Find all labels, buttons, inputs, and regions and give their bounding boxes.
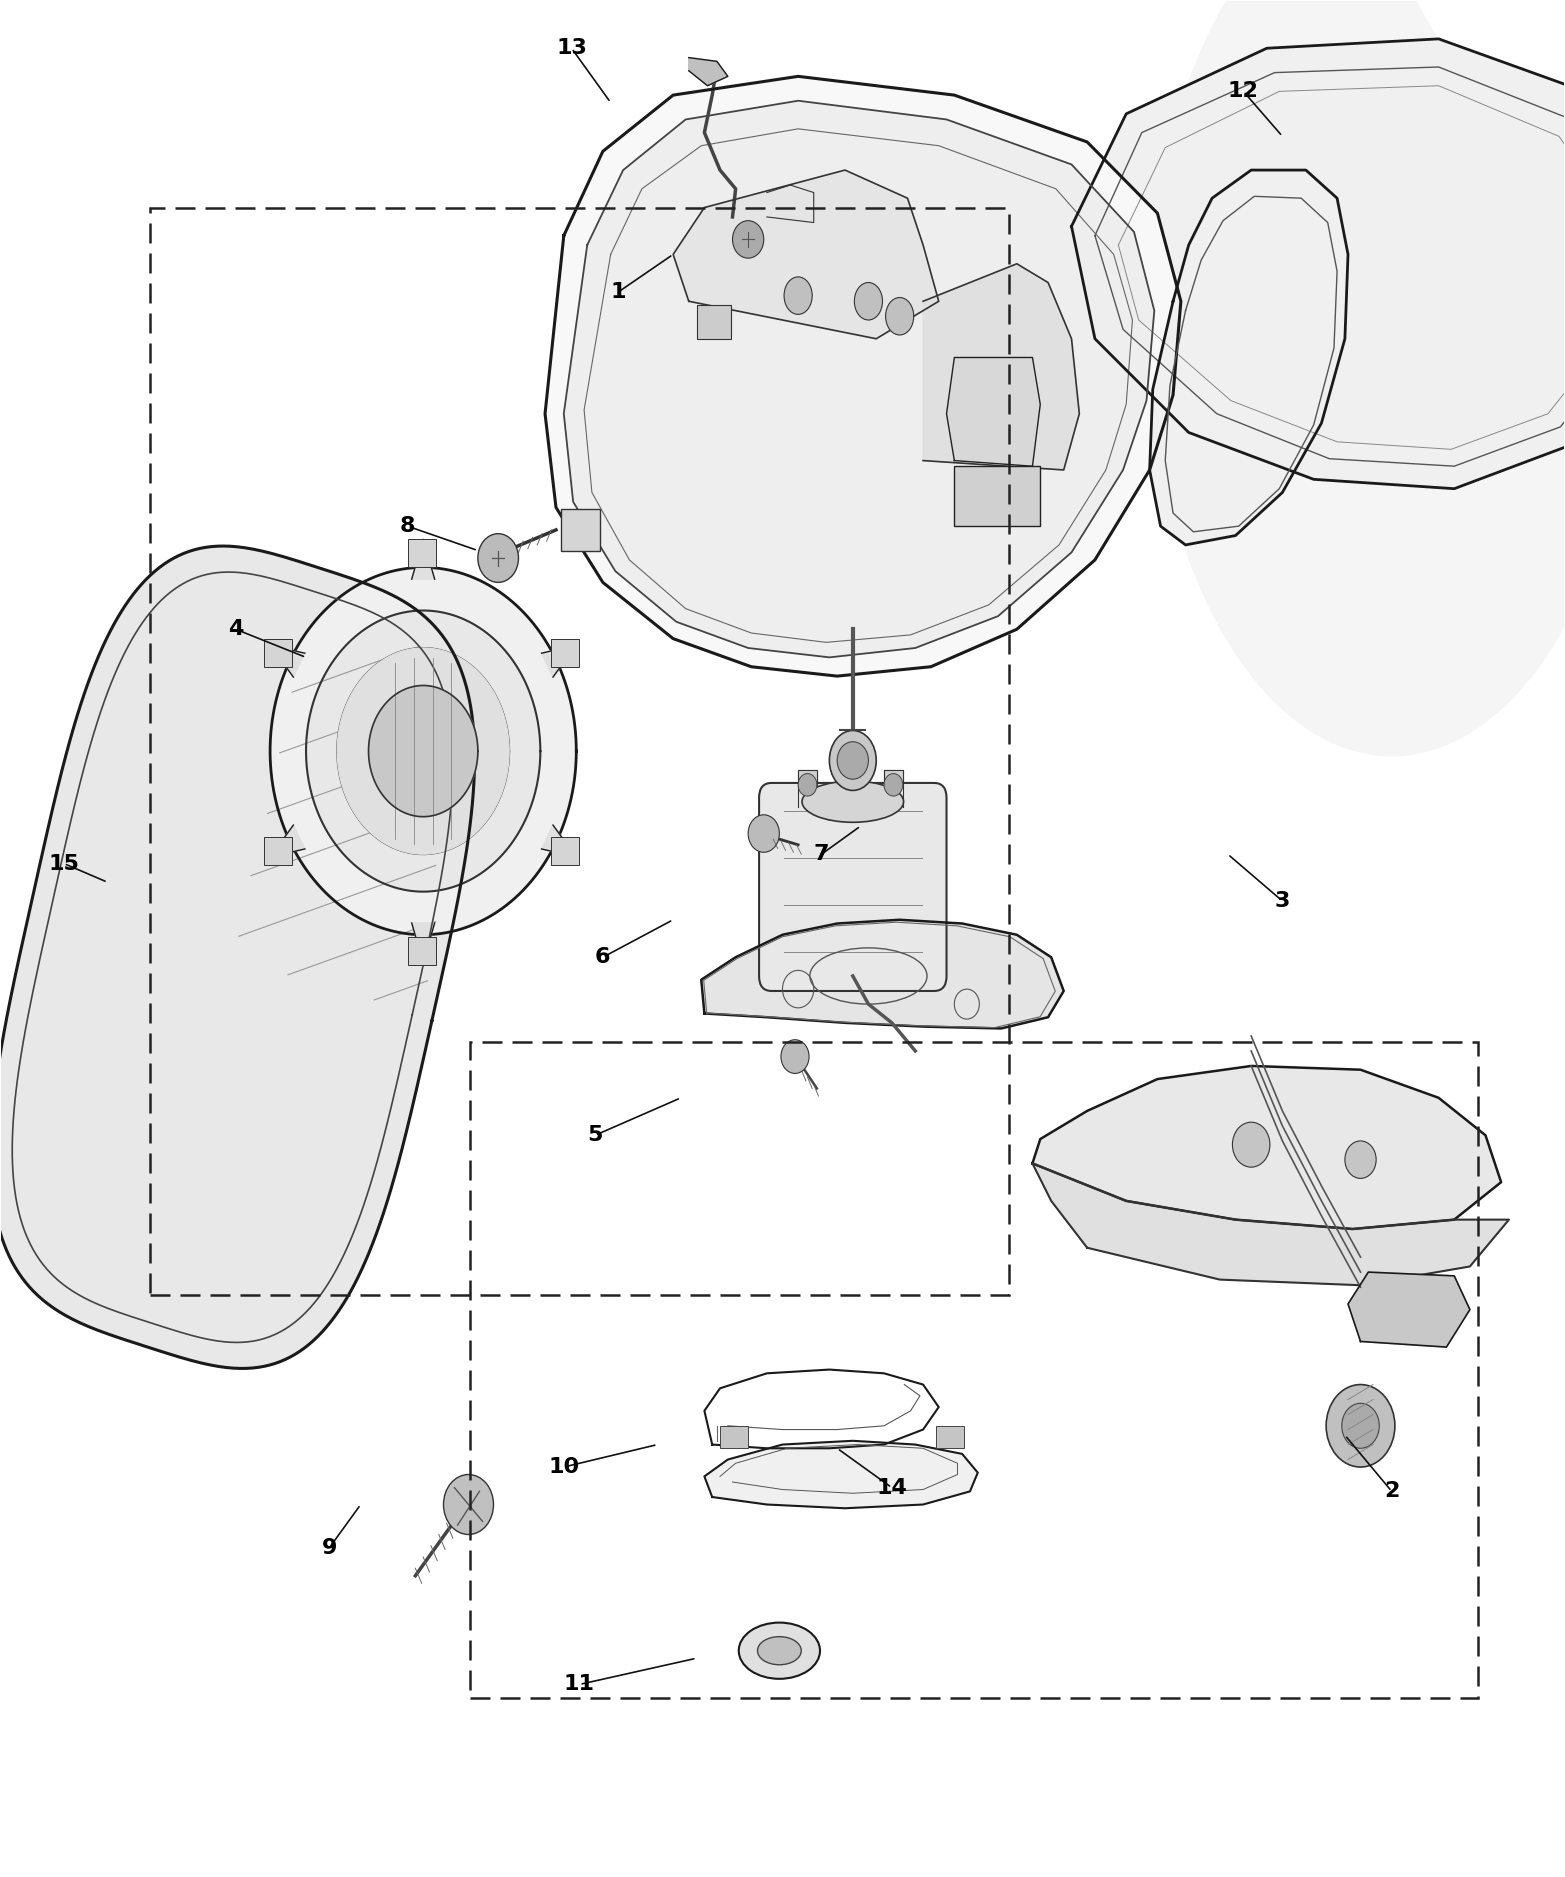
Polygon shape [798,770,817,807]
Polygon shape [338,648,509,854]
Text: 5: 5 [587,1126,603,1145]
Bar [560,509,599,550]
Circle shape [1341,1404,1379,1449]
Text: 1: 1 [610,282,626,302]
Bar [551,638,579,666]
Bar [936,1427,964,1449]
Circle shape [477,533,518,582]
Polygon shape [0,546,474,1368]
Circle shape [1232,1122,1269,1167]
Ellipse shape [801,781,903,822]
Circle shape [798,773,817,796]
Bar [955,465,1041,526]
Polygon shape [271,826,305,858]
Polygon shape [1150,171,1347,544]
Text: 14: 14 [876,1477,908,1498]
Circle shape [748,815,779,852]
Polygon shape [1150,0,1565,756]
Polygon shape [923,265,1080,469]
Polygon shape [1072,39,1565,488]
Text: 8: 8 [399,516,415,537]
Circle shape [732,221,764,259]
Circle shape [443,1475,493,1535]
Polygon shape [412,539,435,580]
Bar [720,1427,748,1449]
Polygon shape [884,770,903,807]
Circle shape [1326,1385,1394,1468]
Bar [407,937,435,965]
Text: 3: 3 [1275,892,1290,910]
Text: 6: 6 [595,948,610,967]
Text: 9: 9 [322,1537,336,1558]
Polygon shape [271,567,576,935]
Bar [551,837,579,865]
Ellipse shape [829,730,876,790]
Circle shape [884,773,903,796]
Text: 7: 7 [814,845,829,863]
Ellipse shape [739,1622,820,1678]
Text: 15: 15 [49,854,80,873]
Polygon shape [704,1442,978,1509]
Text: 4: 4 [228,619,244,640]
Text: 2: 2 [1383,1481,1399,1502]
Polygon shape [701,920,1064,1029]
Polygon shape [1033,1164,1509,1286]
Polygon shape [947,357,1041,465]
Polygon shape [673,171,939,338]
Circle shape [1344,1141,1376,1179]
Ellipse shape [784,278,812,313]
Polygon shape [307,610,540,892]
Polygon shape [541,826,576,858]
Text: 12: 12 [1229,81,1258,101]
Text: 11: 11 [563,1674,595,1695]
FancyBboxPatch shape [759,783,947,991]
Polygon shape [1033,1066,1501,1229]
Polygon shape [541,646,576,678]
Bar [150,208,1009,1295]
Circle shape [781,1040,809,1074]
Polygon shape [545,77,1182,676]
Bar [696,306,731,338]
Text: 10: 10 [548,1457,579,1477]
Ellipse shape [757,1637,801,1665]
Polygon shape [689,58,728,86]
Bar [264,837,293,865]
Polygon shape [368,685,477,816]
Bar [407,539,435,567]
Polygon shape [271,646,305,678]
Ellipse shape [886,298,914,334]
Bar [470,1042,1477,1697]
Ellipse shape [854,283,883,319]
Text: 13: 13 [556,38,587,58]
Bar [264,638,293,666]
Polygon shape [1347,1273,1470,1348]
Circle shape [837,741,869,779]
Polygon shape [563,101,1155,657]
Polygon shape [412,923,435,963]
